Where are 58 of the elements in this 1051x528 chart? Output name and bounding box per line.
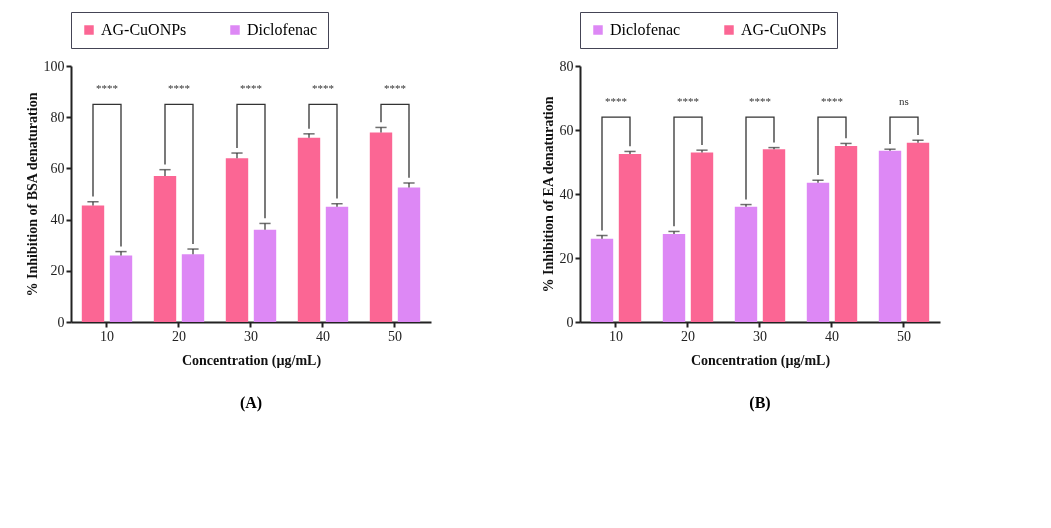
annotation: ****	[605, 94, 627, 107]
y-tick-label: 40	[559, 186, 574, 202]
bar	[397, 187, 421, 322]
text: (B)	[749, 394, 771, 412]
annotation: ****	[96, 82, 118, 95]
x-tick-label: 30	[753, 328, 767, 344]
bar	[834, 146, 858, 322]
y-tick-label: 0	[566, 314, 574, 330]
y-axis-title: % Inhibition of EA denaturation	[540, 96, 556, 293]
bar	[762, 149, 786, 322]
bar	[806, 182, 830, 322]
legend-label: AG-CuONPs	[741, 21, 827, 38]
x-tick-label: 50	[897, 328, 911, 344]
annotation: ****	[384, 82, 406, 95]
y-tick-label: 20	[559, 250, 574, 266]
y-tick-label: 0	[57, 314, 65, 330]
text: (A)	[239, 394, 263, 412]
y-tick-label: 40	[50, 212, 65, 228]
bar	[662, 234, 686, 322]
y-tick-label: 80	[559, 58, 574, 74]
bar	[734, 206, 758, 322]
legend-label: AG-CuONPs	[101, 21, 187, 38]
annotation: ****	[312, 82, 334, 95]
x-tick-label: 40	[316, 328, 330, 344]
legend-label: Diclofenac	[610, 21, 681, 38]
bar	[878, 150, 902, 322]
bar	[181, 254, 205, 322]
bar	[153, 176, 177, 322]
bar	[225, 158, 249, 322]
bar	[690, 152, 714, 322]
bar	[906, 142, 930, 322]
y-tick-label: 20	[50, 263, 65, 279]
annotation: ns	[899, 94, 909, 107]
legend-label: Diclofenac	[247, 21, 318, 38]
x-axis-title: Concentration (µg/mL)	[690, 352, 831, 369]
x-tick-label: 20	[172, 328, 186, 344]
bar	[590, 238, 614, 322]
x-tick-label: 30	[244, 328, 258, 344]
y-tick-label: 80	[50, 109, 65, 125]
x-axis-title: Concentration (µg/mL)	[181, 352, 322, 369]
bar	[618, 154, 642, 322]
x-tick-label: 10	[100, 328, 114, 344]
y-tick-label: 100	[43, 58, 65, 74]
y-tick-label: 60	[559, 122, 574, 138]
x-tick-label: 10	[609, 328, 623, 344]
bar	[369, 132, 393, 322]
x-tick-label: 20	[681, 328, 695, 344]
bar	[253, 229, 277, 322]
x-tick-label: 40	[825, 328, 839, 344]
annotation: ****	[240, 82, 262, 95]
annotation: ****	[821, 94, 843, 107]
x-tick-label: 50	[388, 328, 402, 344]
annotation: ****	[677, 94, 699, 107]
bar	[325, 206, 349, 322]
y-axis-title: % Inhibition of BSA denaturation	[24, 92, 40, 297]
annotation: ****	[168, 82, 190, 95]
y-tick-label: 60	[50, 160, 65, 176]
annotation: ****	[749, 94, 771, 107]
